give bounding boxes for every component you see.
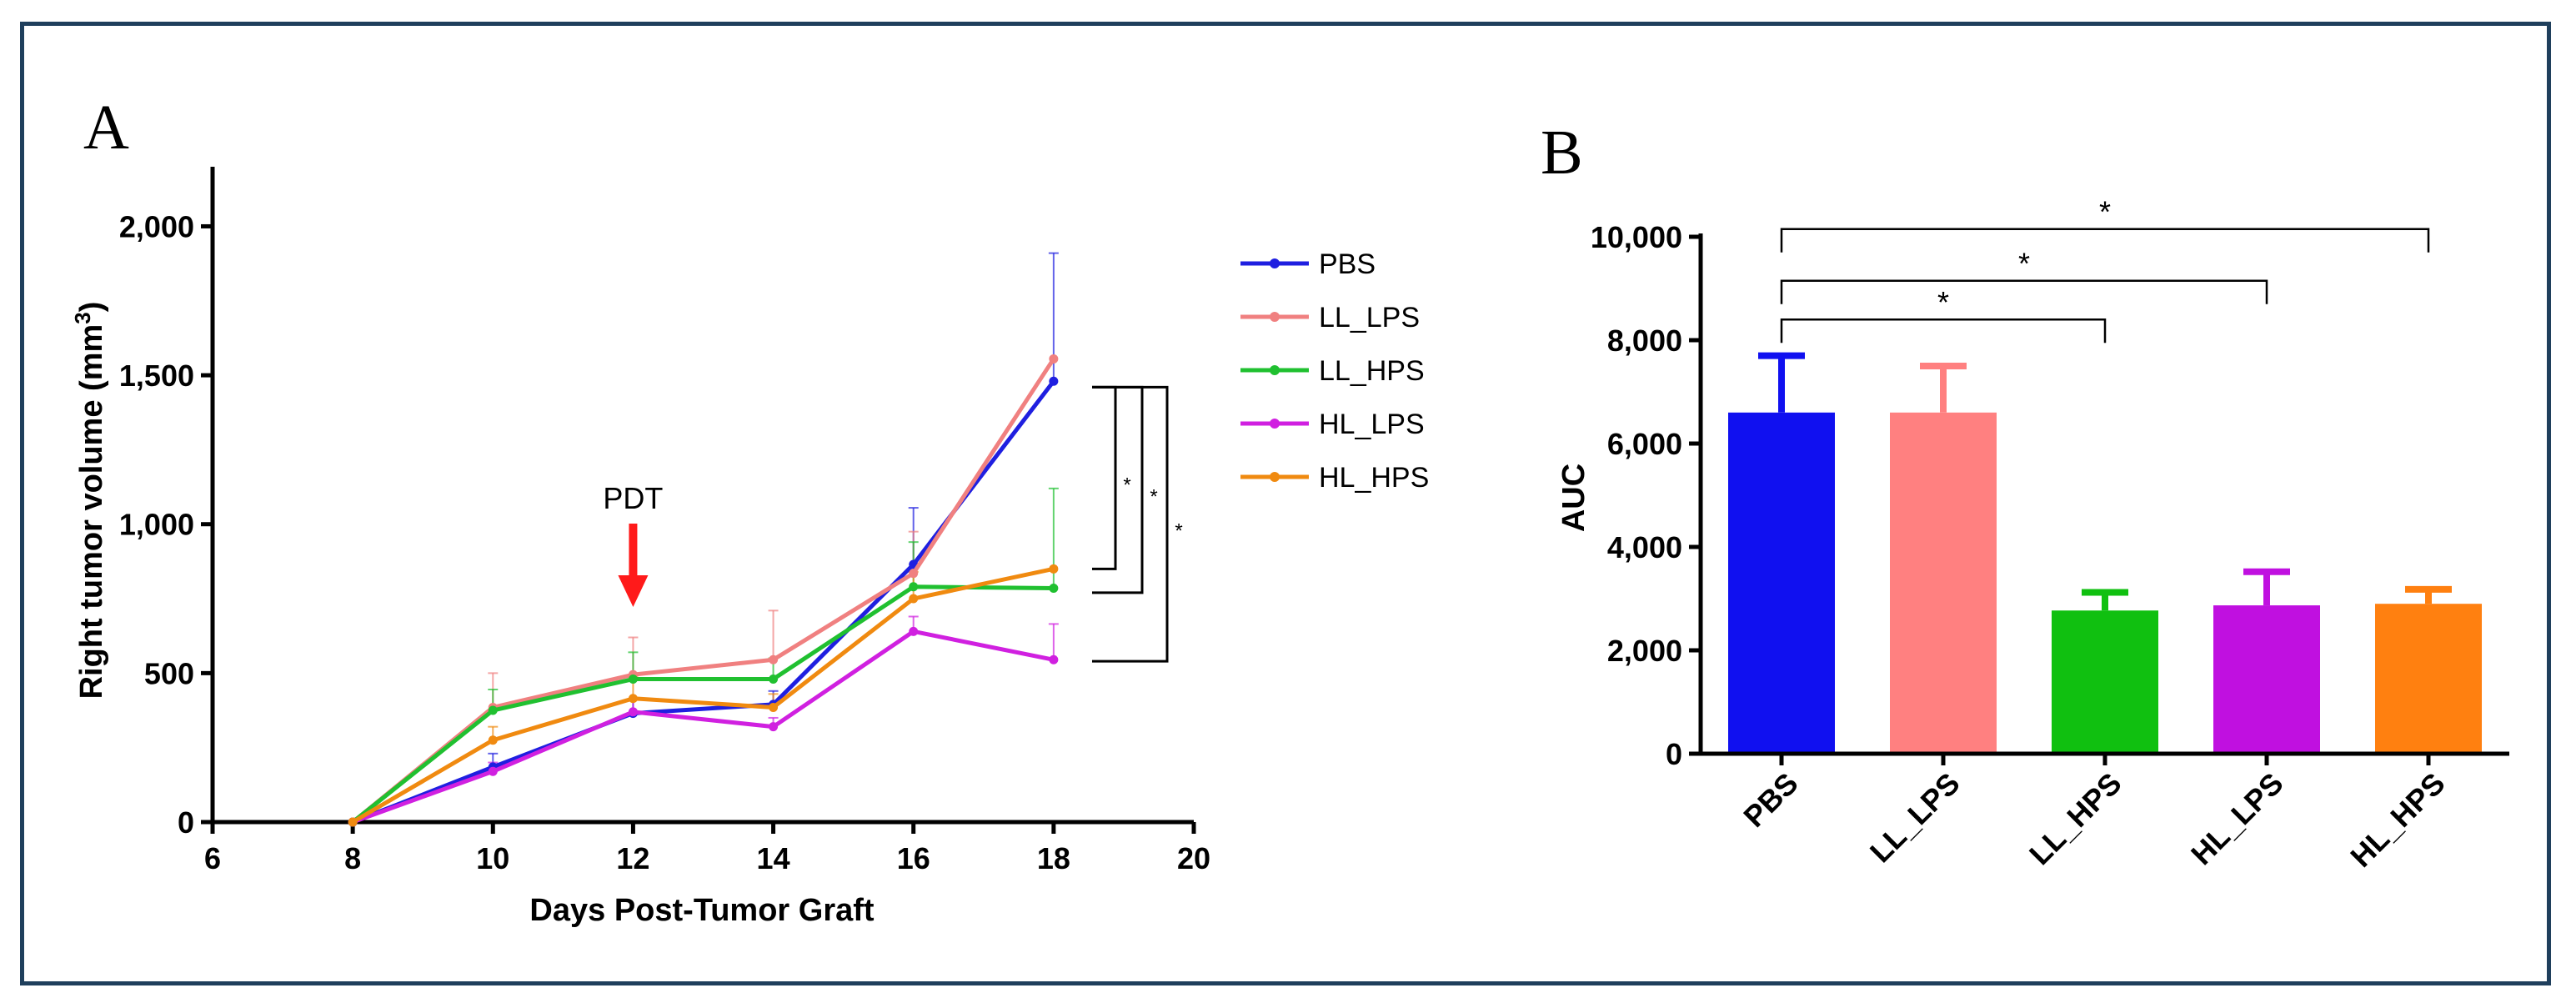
y-tick-label: 2,000 <box>1607 634 1682 668</box>
panel-a-significance-brackets: * * * <box>1092 385 1183 663</box>
legend-marker <box>1270 258 1280 268</box>
significance-bracket <box>1780 228 2430 253</box>
x-tick-label: 18 <box>1037 841 1070 875</box>
data-point <box>909 569 919 579</box>
data-point <box>1049 354 1059 364</box>
x-tick-label: 14 <box>757 841 790 875</box>
data-point <box>348 817 358 827</box>
bar-HL_HPS <box>2375 604 2482 754</box>
significance-bracket <box>1780 318 2107 344</box>
x-tick-label: 20 <box>1177 841 1210 875</box>
panel-b-chart: B AUC 0 2,000 4,000 6,000 8,000 10,000 PBS LL_… <box>1541 118 2509 874</box>
data-point <box>909 594 919 604</box>
panel-a-label: A <box>83 93 129 163</box>
legend-label: HL_HPS <box>1319 462 1429 494</box>
data-point <box>769 702 779 712</box>
panel-a-series-lines <box>348 354 1059 827</box>
bar-PBS <box>1728 412 1835 754</box>
data-point <box>769 654 779 664</box>
x-tick-label: HL_HPS <box>2343 766 2451 874</box>
x-tick-label: LL_HPS <box>2022 766 2128 872</box>
y-tick-label: 1,500 <box>119 359 194 393</box>
significance-star: * <box>2099 195 2111 229</box>
significance-bracket <box>1092 385 1144 594</box>
figure-frame <box>20 22 2551 985</box>
significance-bracket <box>1092 385 1169 663</box>
panel-b-bars <box>1728 352 2482 754</box>
panel-b-y-axis: 0 2,000 4,000 6,000 8,000 10,000 <box>1591 220 1703 771</box>
bar-LL_LPS <box>1890 412 1997 754</box>
significance-star: * <box>1123 474 1130 496</box>
data-point <box>1049 564 1059 574</box>
x-tick-label: 10 <box>476 841 509 875</box>
series-line-PBS <box>352 379 1055 825</box>
pdt-arrow-icon <box>618 524 649 607</box>
series-line-HL_LPS <box>352 629 1055 825</box>
legend-label: LL_HPS <box>1319 355 1425 387</box>
data-point <box>1049 376 1059 386</box>
data-point <box>628 707 638 717</box>
y-tick-label: 4,000 <box>1607 530 1682 564</box>
legend-marker <box>1270 312 1280 322</box>
bar-HL_LPS <box>2213 605 2320 754</box>
x-tick-label: 6 <box>204 841 221 875</box>
y-tick-label: 1,000 <box>119 508 194 542</box>
legend-marker <box>1270 472 1280 482</box>
pdt-label: PDT <box>603 481 663 515</box>
panel-a-legend: PBS LL_LPS LL_HPS HL_LPS HL_HPS <box>1240 248 1429 494</box>
data-point <box>1049 584 1059 594</box>
y-tick-label: 10,000 <box>1591 220 1682 254</box>
data-point <box>909 582 919 592</box>
panel-b-label: B <box>1541 118 1583 188</box>
x-tick-label: HL_LPS <box>2184 766 2290 872</box>
panel-a-chart: A 0 500 1,000 1,500 2,000 6 8 10 12 14 16 18 20 Day… <box>70 93 1429 928</box>
y-tick-label: 6,000 <box>1607 427 1682 461</box>
panel-a-y-axis: 0 500 1,000 1,500 2,000 <box>119 167 215 840</box>
data-point <box>488 766 498 776</box>
y-tick-label: 500 <box>144 656 194 690</box>
significance-star: * <box>1937 285 1949 319</box>
x-tick-label: 16 <box>897 841 930 875</box>
data-point <box>769 675 779 685</box>
panel-a-y-axis-label: Right tumor volume (mm3) <box>70 302 109 700</box>
panel-a-x-axis-label: Days Post-Tumor Graft <box>529 893 874 928</box>
y-tick-label: 8,000 <box>1607 323 1682 358</box>
series-line-HL_HPS <box>351 566 1055 825</box>
legend-label: LL_LPS <box>1319 302 1420 333</box>
x-tick-label: PBS <box>1737 766 1804 834</box>
panel-b-x-axis: PBS LL_LPS LL_HPS HL_LPS HL_HPS <box>1701 751 2509 874</box>
x-tick-label: 8 <box>344 841 361 875</box>
data-point <box>769 722 779 732</box>
y-tick-label: 0 <box>178 805 194 840</box>
data-point <box>628 675 638 685</box>
pdt-annotation: PDT <box>603 481 663 607</box>
x-tick-label: 12 <box>616 841 649 875</box>
data-point <box>1049 654 1059 664</box>
significance-bracket <box>1092 385 1117 570</box>
legend-marker <box>1270 419 1280 429</box>
significance-bracket <box>1780 279 2268 304</box>
series-line-LL_HPS <box>351 584 1054 824</box>
y-tick-label: 0 <box>1666 737 1682 771</box>
data-point <box>488 705 498 715</box>
legend-label: PBS <box>1319 248 1376 280</box>
data-point <box>909 626 919 636</box>
panel-a-x-axis: 6 8 10 12 14 16 18 20 <box>204 820 1210 875</box>
panel-b-y-axis-label: AUC <box>1556 464 1591 532</box>
significance-star: * <box>1175 520 1182 543</box>
x-tick-label: LL_LPS <box>1863 766 1967 870</box>
bar-LL_HPS <box>2052 610 2158 754</box>
significance-star: * <box>2018 247 2030 281</box>
panel-b-significance-brackets: * * * <box>1780 195 2430 344</box>
legend-marker <box>1270 365 1280 375</box>
significance-star: * <box>1150 486 1157 509</box>
data-point <box>488 735 498 745</box>
legend-label: HL_LPS <box>1319 409 1425 440</box>
data-point <box>628 694 638 704</box>
y-tick-label: 2,000 <box>119 209 194 243</box>
